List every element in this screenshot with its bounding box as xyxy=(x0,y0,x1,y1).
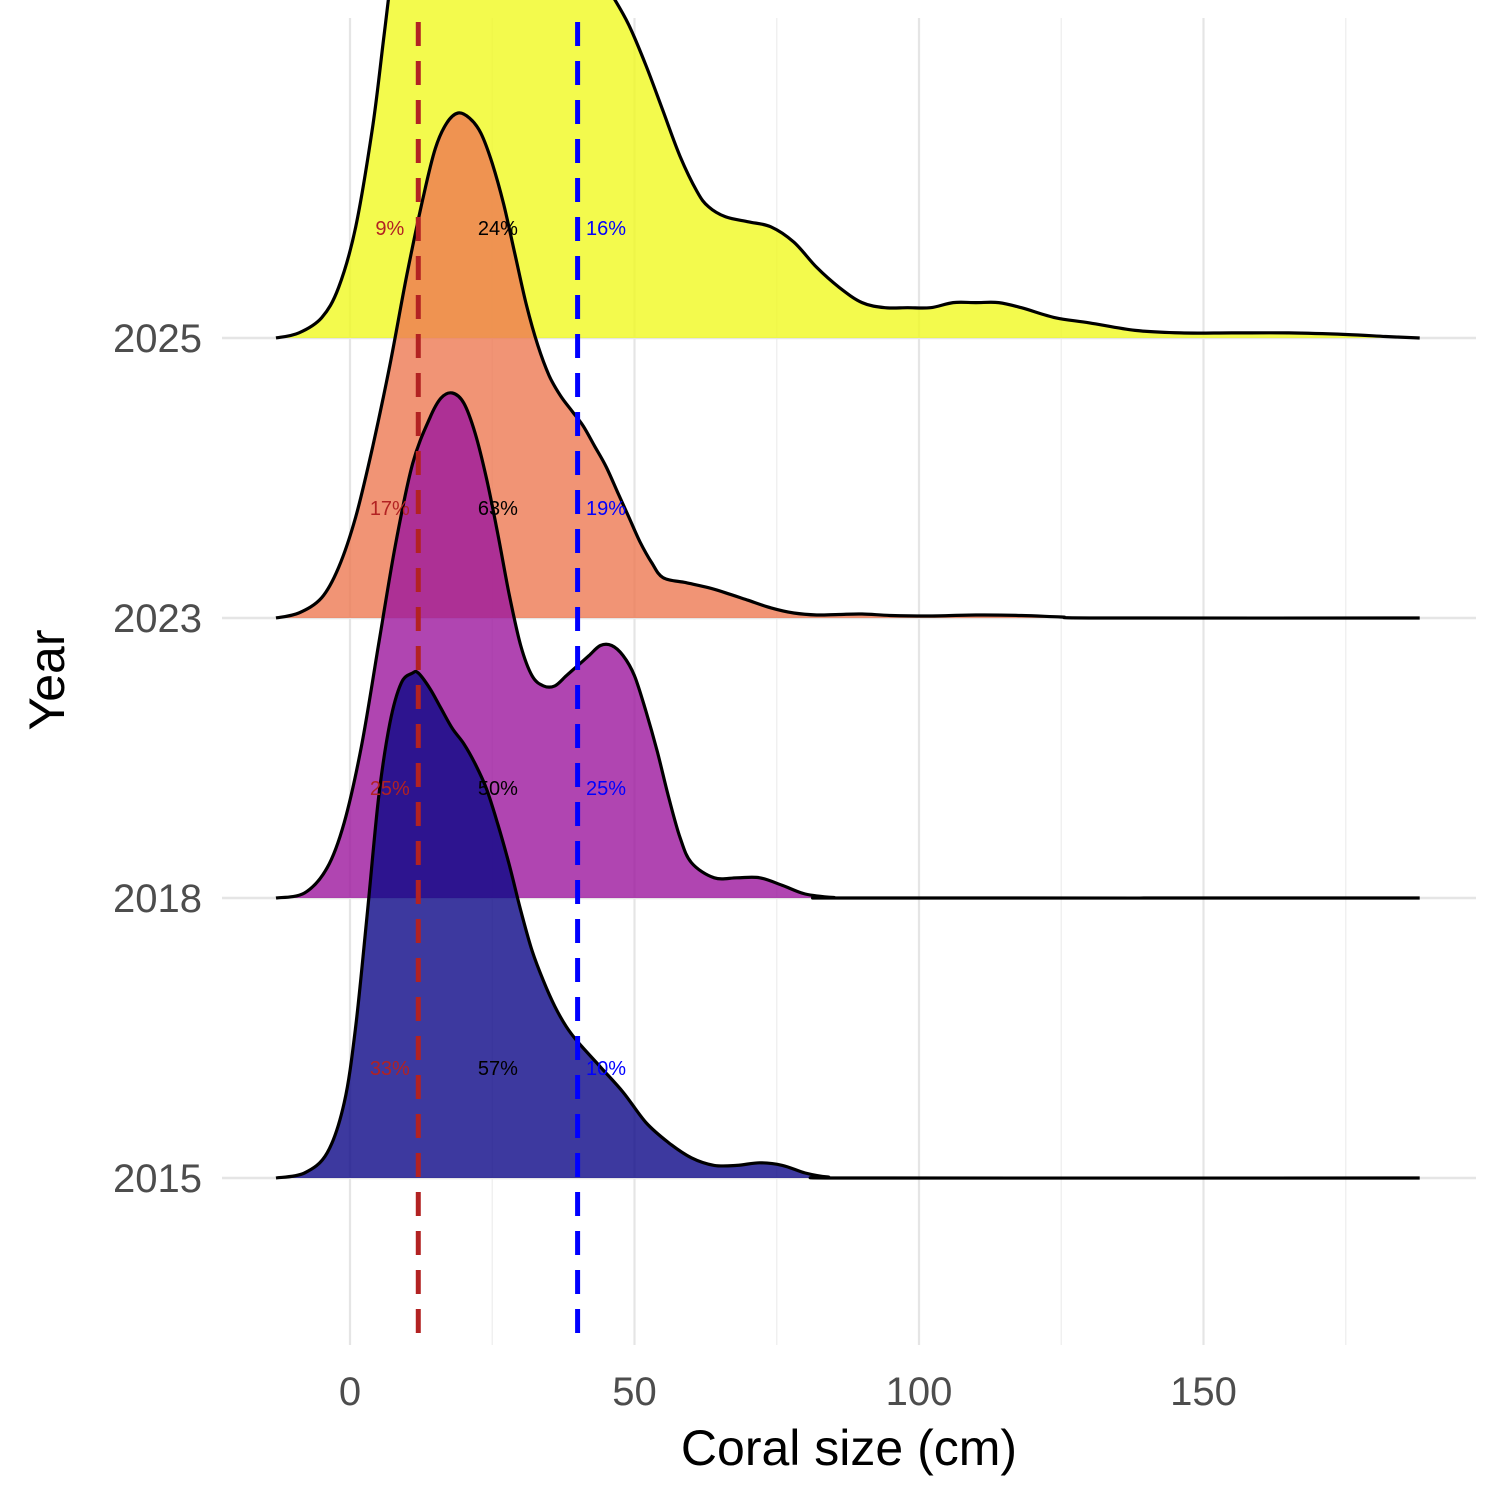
pct-label-2023-2: 63% xyxy=(478,498,518,520)
ridge-outline-2025 xyxy=(275,0,1420,340)
y-axis-title: Year xyxy=(19,629,75,730)
tick-labels: 0 50 100 150 2015 2018 2023 2025 xyxy=(113,317,1237,1414)
pct-label-2023-3: 19% xyxy=(586,498,626,520)
percentage-labels: 33% 57% 10% 25% 50% 25% 17% 63% 19% 9% 24% 16% xyxy=(370,218,626,1080)
pct-label-2023-1: 17% xyxy=(370,498,410,520)
x-tick-label: 50 xyxy=(612,1370,657,1414)
ridge-area-2025 xyxy=(276,0,1420,338)
x-tick-label: 100 xyxy=(886,1370,953,1414)
density-ridges xyxy=(275,0,1420,1180)
pct-label-2025-1: 9% xyxy=(375,218,404,240)
pct-label-2015-1: 33% xyxy=(370,1058,410,1080)
pct-label-2015-2: 57% xyxy=(478,1058,518,1080)
y-tick-label: 2023 xyxy=(113,597,202,641)
pct-label-2015-3: 10% xyxy=(586,1058,626,1080)
pct-label-2018-2: 50% xyxy=(478,778,518,800)
pct-label-2018-1: 25% xyxy=(370,778,410,800)
ridge-area-2018 xyxy=(276,392,1420,899)
pct-label-2025-3: 16% xyxy=(586,218,626,240)
x-tick-label: 0 xyxy=(339,1370,361,1414)
ridge-outline-2015 xyxy=(275,669,1420,1180)
y-tick-label: 2015 xyxy=(113,1157,202,1201)
x-axis-title: Coral size (cm) xyxy=(681,1420,1017,1476)
pct-label-2018-3: 25% xyxy=(586,778,626,800)
ridge-outline-2023 xyxy=(275,111,1420,620)
ridge-area-2015 xyxy=(276,671,1420,1179)
pct-label-2025-2: 24% xyxy=(478,218,518,240)
y-tick-label: 2025 xyxy=(113,317,202,361)
y-tick-label: 2018 xyxy=(113,877,202,921)
x-tick-label: 150 xyxy=(1170,1370,1237,1414)
ridge-outline-2018 xyxy=(275,391,1420,900)
ridge-area-2023 xyxy=(276,112,1420,619)
threshold-lines xyxy=(415,22,581,1345)
